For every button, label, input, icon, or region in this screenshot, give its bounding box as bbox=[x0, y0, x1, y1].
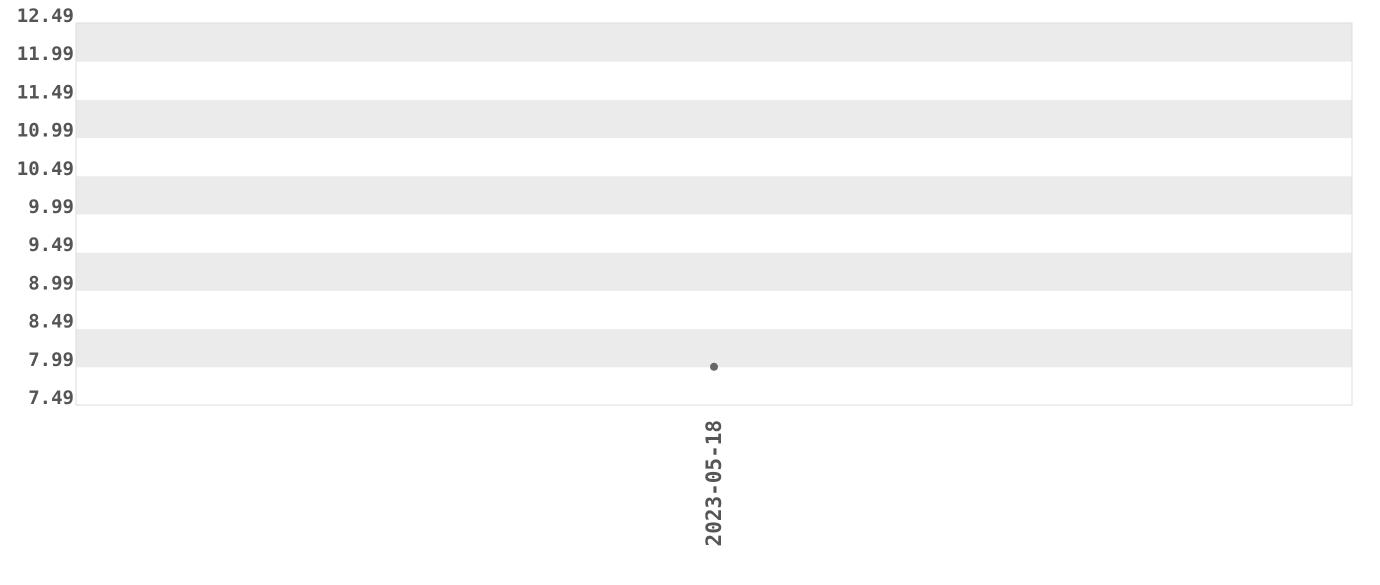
y-tick-label: 7.49 bbox=[28, 387, 74, 409]
y-tick-label: 12.49 bbox=[17, 5, 74, 27]
grid-band bbox=[76, 329, 1352, 368]
y-tick-label: 9.49 bbox=[28, 234, 74, 256]
y-tick-label: 8.49 bbox=[28, 311, 74, 333]
x-tick-label: 2023-05-18 bbox=[702, 420, 726, 546]
grid-band bbox=[76, 176, 1352, 215]
y-tick-label: 11.49 bbox=[17, 81, 74, 103]
grid-band bbox=[76, 99, 1352, 139]
y-tick-label: 8.99 bbox=[28, 272, 74, 294]
y-tick-label: 11.99 bbox=[17, 43, 74, 65]
grid-band bbox=[76, 252, 1352, 291]
grid-band bbox=[76, 23, 1352, 62]
y-tick-label: 10.49 bbox=[17, 158, 74, 180]
y-tick-label: 7.99 bbox=[28, 349, 74, 371]
data-point bbox=[710, 362, 718, 371]
y-tick-label: 10.99 bbox=[17, 120, 74, 142]
y-tick-label: 9.99 bbox=[28, 196, 74, 218]
